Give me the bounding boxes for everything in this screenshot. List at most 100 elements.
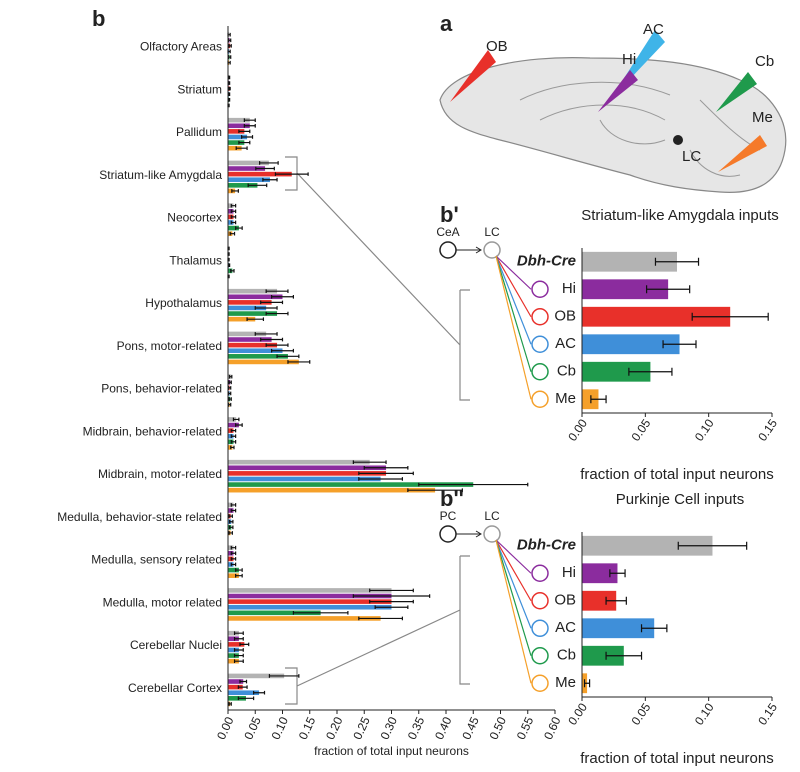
region-label: Hi [622,51,636,68]
error-bar [230,209,237,214]
region-label: Cb [755,53,774,70]
x-tick-label: 0.00 [565,700,590,727]
bar [228,183,258,188]
bar [228,305,267,311]
error-bar [228,531,233,535]
y-tick-label: Hypothalamus [145,296,222,310]
panel-letter: b' [440,202,459,227]
error-bar [233,653,244,658]
x-tick-label: 0.60 [541,714,564,741]
y-tick-label: Medulla, motor related [103,595,222,609]
bar [228,567,239,573]
x-tick-label: 0.55 [514,714,537,741]
error-bar [243,123,256,128]
error-bar [292,611,349,615]
lc-dot [673,135,683,145]
error-bar [646,285,691,294]
bar [228,588,392,593]
bar [228,593,392,599]
error-bar [230,215,237,219]
bar [582,279,669,300]
bar [228,690,260,696]
input-arrow [495,255,532,372]
input-arrow [495,255,532,318]
error-bar [227,81,231,85]
bar [228,459,370,465]
input-node [531,592,549,610]
error-bar [230,220,237,225]
input-node [531,363,549,381]
y-tick-label: Thalamus [169,253,222,267]
error-bar [230,269,235,273]
bar [228,145,242,151]
chart-title: Striatum-like Amygdala inputs [581,207,779,224]
error-bar [227,263,231,268]
error-bar [233,631,244,635]
bar [228,348,283,354]
error-bar [229,525,234,530]
zoom-bracket [285,156,470,401]
y-tick-label: Dbh-Cre [517,253,576,270]
error-bar [352,460,387,464]
schematic-label: PC [440,509,457,523]
y-tick-label: Cb [557,647,576,664]
bar [582,535,713,556]
y-tick-label: Cerebellar Nuclei [130,638,222,652]
bar [228,359,299,365]
error-bar [268,674,300,678]
error-bar [230,440,237,444]
error-bar [418,482,529,487]
error-bar [605,651,643,660]
bar [228,642,245,647]
error-bar [237,696,255,701]
input-node [531,280,549,298]
error-bar [235,146,248,150]
y-tick-label: Me [555,674,576,691]
y-tick-label: Striatum-like Amygdala [99,168,222,182]
panel-letter: b [92,6,105,31]
input-arrow [495,539,532,574]
y-tick-label: Cerebellar Cortex [128,681,222,695]
schematic-label: LC [484,225,500,239]
error-bar [227,386,232,390]
bar [228,225,239,231]
error-bar [230,434,237,439]
input-node [531,390,549,408]
bar [582,590,617,611]
x-tick-label: 0.05 [241,714,264,741]
error-bar [233,648,244,652]
error-bar [235,226,243,230]
schematic-arrow [456,530,482,538]
y-tick-label: Hi [562,564,576,581]
x-tick-label: 0.05 [629,416,654,443]
y-tick-label: Midbrain, motor-related [98,467,222,481]
schematic-arrow [456,246,482,254]
error-bar [260,300,284,305]
bar [582,389,599,410]
input-node [531,619,549,637]
error-bar [605,596,627,605]
error-bar [233,659,244,663]
x-tick-label: 0.15 [296,714,319,741]
error-bar [227,98,231,102]
x-tick-label: 0.20 [323,714,346,741]
bar [228,658,239,664]
bar [228,679,244,684]
error-bar [228,86,231,91]
error-bar [229,231,236,236]
error-bar [254,306,278,310]
x-tick-label: 0.35 [405,714,428,741]
error-bar [369,588,414,593]
panel-letter: a [440,11,453,36]
input-node [531,564,549,582]
x-tick-label: 0.40 [432,714,455,741]
bar [582,645,624,666]
input-arrow [495,539,532,602]
error-bar [230,203,237,208]
y-tick-label: Pallidum [176,125,222,139]
y-tick-label: Pons, motor-related [117,339,222,353]
y-tick-label: Dbh-Cre [517,537,576,554]
error-bar [230,557,237,561]
bar [228,166,266,171]
